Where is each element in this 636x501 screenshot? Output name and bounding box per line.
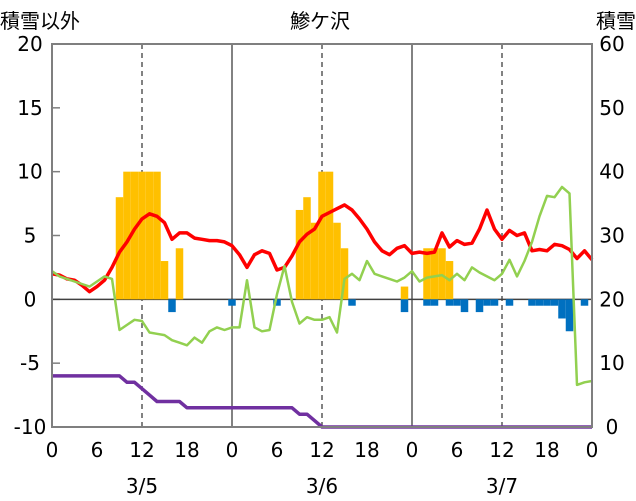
- x-tick-label: 0: [586, 438, 599, 462]
- left-tick-label: -5: [20, 351, 40, 375]
- precipitation-bar: [460, 299, 469, 313]
- snowfall-bar: [123, 171, 131, 300]
- right-tick-label: 0: [606, 415, 619, 439]
- series-lines: [51, 185, 594, 429]
- snowfall-bar: [400, 286, 409, 300]
- x-tick-label: 0: [46, 438, 59, 462]
- plot-frame: [51, 43, 593, 428]
- left-tick-label: -10: [14, 415, 47, 439]
- precipitation-bar: [228, 299, 236, 306]
- date-label: 3/5: [126, 474, 158, 498]
- snowfall-bar: [175, 248, 184, 300]
- precipitation-bar: [490, 299, 499, 306]
- snowfall-bar: [318, 171, 326, 300]
- left-tick-label: 5: [24, 224, 37, 248]
- precipitation-bar: [445, 299, 454, 306]
- snowfall-bar: [295, 209, 304, 300]
- snowfall-bar: [153, 171, 161, 300]
- precipitation-bar: [550, 299, 559, 306]
- date-label: 3/6: [306, 474, 338, 498]
- right-tick-label: 40: [599, 160, 624, 184]
- precipitation-bar: [580, 299, 589, 306]
- x-tick-label: 0: [406, 438, 419, 462]
- precipitation-bar: [348, 299, 356, 306]
- precipitation-bar: [430, 299, 439, 306]
- snowfall-bar: [115, 197, 124, 300]
- snow_depth-line: [52, 374, 592, 429]
- snowfall-bar: [310, 222, 319, 300]
- snowfall-bar: [340, 248, 349, 300]
- precipitation-bar: [453, 299, 461, 306]
- chart-title: 鯵ケ沢: [290, 9, 350, 33]
- x-tick-label: 12: [489, 438, 514, 462]
- x-tick-label: 18: [354, 438, 379, 462]
- left-tick-label: 15: [17, 96, 42, 120]
- precipitation-bar: [505, 299, 514, 306]
- snowfall-bar: [145, 171, 154, 300]
- left-tick-label: 10: [17, 160, 42, 184]
- precipitation-bar: [558, 299, 566, 319]
- snowfall-bar: [430, 248, 439, 300]
- x-tick-label: 18: [174, 438, 199, 462]
- precipitation-bar: [168, 299, 176, 313]
- precipitation-bar: [535, 299, 544, 306]
- precipitation-bar: [423, 299, 431, 306]
- x-tick-label: 6: [91, 438, 104, 462]
- wind-line: [51, 185, 593, 387]
- snowfall-bar: [423, 248, 431, 300]
- snowfall-bar: [325, 171, 334, 300]
- snowfall-bar: [138, 171, 146, 300]
- date-label: 3/7: [486, 474, 518, 498]
- precipitation-bar: [475, 299, 484, 313]
- snowfall-bar: [438, 248, 446, 300]
- right-tick-label: 10: [599, 351, 624, 375]
- x-tick-label: 6: [451, 438, 464, 462]
- x-tick-label: 12: [309, 438, 334, 462]
- right-tick-label: 50: [599, 96, 624, 120]
- snowfall-bar: [130, 171, 139, 300]
- x-tick-label: 6: [271, 438, 284, 462]
- right-tick-label: 30: [599, 224, 624, 248]
- snowfall-bar: [160, 261, 169, 300]
- x-tick-label: 18: [534, 438, 559, 462]
- temperature-line: [51, 203, 594, 294]
- precipitation-bar: [483, 299, 491, 306]
- snowfall-bar: [303, 197, 311, 300]
- precipitation-bar: [273, 299, 281, 306]
- x-tick-label: 0: [226, 438, 239, 462]
- left-tick-label: 0: [24, 287, 37, 311]
- precipitation-bar: [400, 299, 409, 313]
- precipitation-bar: [565, 299, 574, 332]
- left-tick-label: 20: [17, 32, 42, 56]
- right-axis-label: 積雪: [596, 9, 636, 33]
- right-tick-label: 60: [599, 32, 624, 56]
- right-tick-label: 20: [599, 287, 624, 311]
- bars: [115, 171, 589, 332]
- x-tick-label: 12: [129, 438, 154, 462]
- left-axis-label: 積雪以外: [0, 9, 80, 33]
- snowfall-bar: [333, 222, 341, 300]
- precipitation-bar: [528, 299, 536, 306]
- precipitation-bar: [543, 299, 551, 306]
